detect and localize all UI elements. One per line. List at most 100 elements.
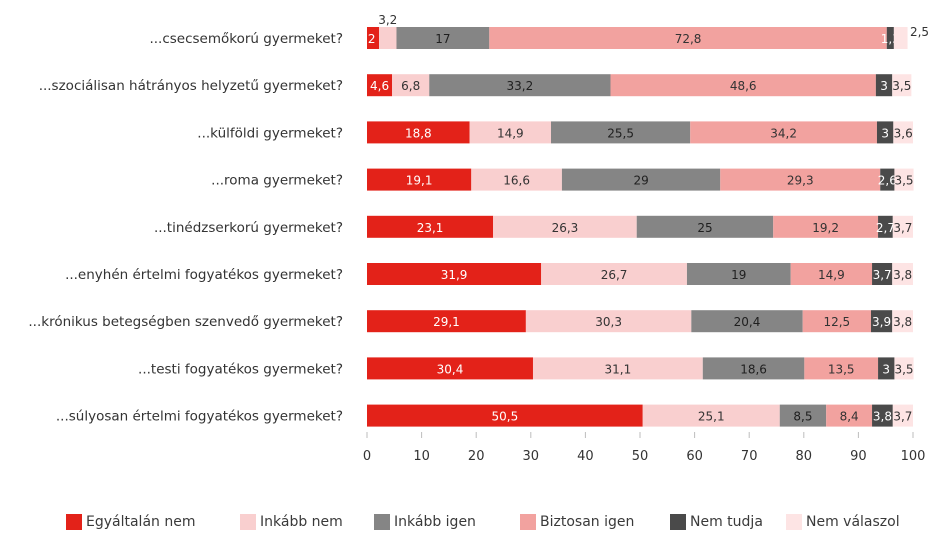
legend-swatch	[240, 514, 256, 530]
legend-swatch	[374, 514, 390, 530]
category-label: ...krónikus betegségben szenvedő gyermek…	[28, 314, 343, 330]
bar-segment	[779, 404, 827, 427]
legend-item: Nem válaszol	[786, 509, 900, 535]
bar-segment	[804, 357, 879, 380]
bar-segment	[893, 121, 913, 144]
bar-value-label: 72,8	[675, 32, 702, 46]
legend-label: Inkább nem	[260, 514, 343, 530]
bar-segment	[875, 74, 893, 97]
bar-value-label: 29,1	[433, 315, 460, 329]
bar-segment	[876, 121, 894, 144]
bar-value-label: 23,1	[417, 221, 444, 235]
bar-value-label: 19,2	[812, 221, 839, 235]
bar-segment	[525, 310, 692, 333]
bar-segment	[367, 263, 542, 285]
bar-value-label: 50,5	[492, 410, 519, 424]
bar-value-label: 14,9	[818, 268, 845, 282]
bar-value-label: 26,3	[552, 221, 579, 235]
bar-segment	[642, 404, 780, 427]
bar-value-label: 3,2	[378, 13, 397, 27]
bar-value-label: 8,5	[793, 410, 812, 424]
bar-value-label: 25,5	[607, 126, 634, 140]
bar-segment	[367, 27, 380, 49]
bar-value-label: 2,2	[356, 32, 375, 46]
legend-item: Inkább nem	[240, 509, 343, 535]
bar-segment	[892, 74, 912, 97]
bar-segment	[392, 74, 430, 97]
bar-segment	[429, 74, 611, 97]
bar-segment	[367, 357, 533, 380]
bar-value-label: 14,9	[497, 126, 524, 140]
category-label: ...külföldi gyermeket?	[197, 125, 343, 141]
legend-swatch	[786, 514, 802, 530]
bar-value-label: 16,6	[503, 174, 530, 188]
category-label: ...enyhén értelmi fogyatékos gyermeket?	[65, 267, 343, 283]
legend-swatch	[670, 514, 686, 530]
legend-label: Inkább igen	[394, 514, 476, 530]
bar-value-label: 26,7	[601, 268, 628, 282]
bar-segment	[720, 168, 881, 191]
bar-value-label: 19	[731, 268, 746, 282]
bar-segment	[886, 27, 894, 49]
bar-segment	[367, 168, 472, 191]
bar-value-label: 3	[880, 79, 888, 93]
bar-segment	[690, 121, 877, 144]
bar-value-label: 18,6	[740, 362, 767, 376]
bar-value-label: 18,8	[405, 126, 432, 140]
bar-value-label: 30,3	[595, 315, 622, 329]
bar-segment	[367, 74, 393, 97]
bar-value-label: 3,6	[894, 126, 913, 140]
bar-segment	[493, 215, 637, 238]
bar-value-label: 3,8	[873, 410, 892, 424]
x-tick-label: 50	[632, 449, 649, 464]
bar-value-label: 29,3	[787, 174, 814, 188]
bar-value-label: 13,5	[828, 362, 855, 376]
bar-value-label: 48,6	[730, 79, 757, 93]
bar-segment	[367, 215, 494, 238]
bar-value-label: 6,8	[401, 79, 420, 93]
bar-segment	[892, 215, 913, 238]
bar-value-label: 3,5	[894, 362, 913, 376]
bar-segment	[532, 357, 703, 380]
category-label: ...súlyosan értelmi fogyatékos gyermeket…	[56, 409, 343, 425]
bar-segment	[489, 27, 887, 49]
bar-segment	[802, 310, 871, 333]
bar-value-label: 8,4	[840, 410, 859, 424]
bar-value-label: 3,8	[893, 315, 912, 329]
category-label: ...szociálisan hátrányos helyzetű gyerme…	[39, 78, 343, 94]
bar-value-label: 20,4	[734, 315, 761, 329]
bar-segment	[878, 215, 893, 238]
bar-segment	[892, 310, 913, 333]
bar-value-label: 3	[881, 126, 889, 140]
bar-segment	[892, 404, 913, 427]
bar-segment	[469, 121, 552, 144]
x-tick-label: 20	[468, 449, 485, 464]
bar-segment	[826, 404, 873, 427]
bar-segment	[893, 27, 908, 49]
x-tick-label: 0	[363, 449, 371, 464]
bar-segment	[880, 168, 895, 191]
bar-segment	[878, 357, 895, 380]
category-label: ...tinédzserkorú gyermeket?	[154, 220, 343, 236]
x-tick-label: 10	[413, 449, 430, 464]
category-label: ...testi fogyatékos gyermeket?	[138, 361, 343, 377]
bar-segment	[379, 27, 397, 49]
bar-segment	[892, 263, 913, 285]
legend-label: Nem válaszol	[806, 514, 900, 530]
x-tick-label: 80	[796, 449, 813, 464]
bar-value-label: 33,2	[507, 79, 534, 93]
bar-value-label: 31,1	[605, 362, 632, 376]
bar-value-label: 17	[435, 32, 450, 46]
bar-segment	[872, 404, 893, 427]
legend-label: Nem tudja	[690, 514, 763, 530]
bar-segment	[367, 404, 643, 427]
bar-segment	[686, 263, 791, 285]
bar-value-label: 3,5	[894, 174, 913, 188]
bar-value-label: 25,1	[698, 410, 725, 424]
bar-segment	[894, 357, 914, 380]
bar-value-label: 2,6	[878, 174, 897, 188]
bar-value-label: 3,8	[893, 268, 912, 282]
bar-segment	[396, 27, 490, 49]
bar-value-label: 19,1	[406, 174, 433, 188]
x-tick-label: 30	[523, 449, 540, 464]
